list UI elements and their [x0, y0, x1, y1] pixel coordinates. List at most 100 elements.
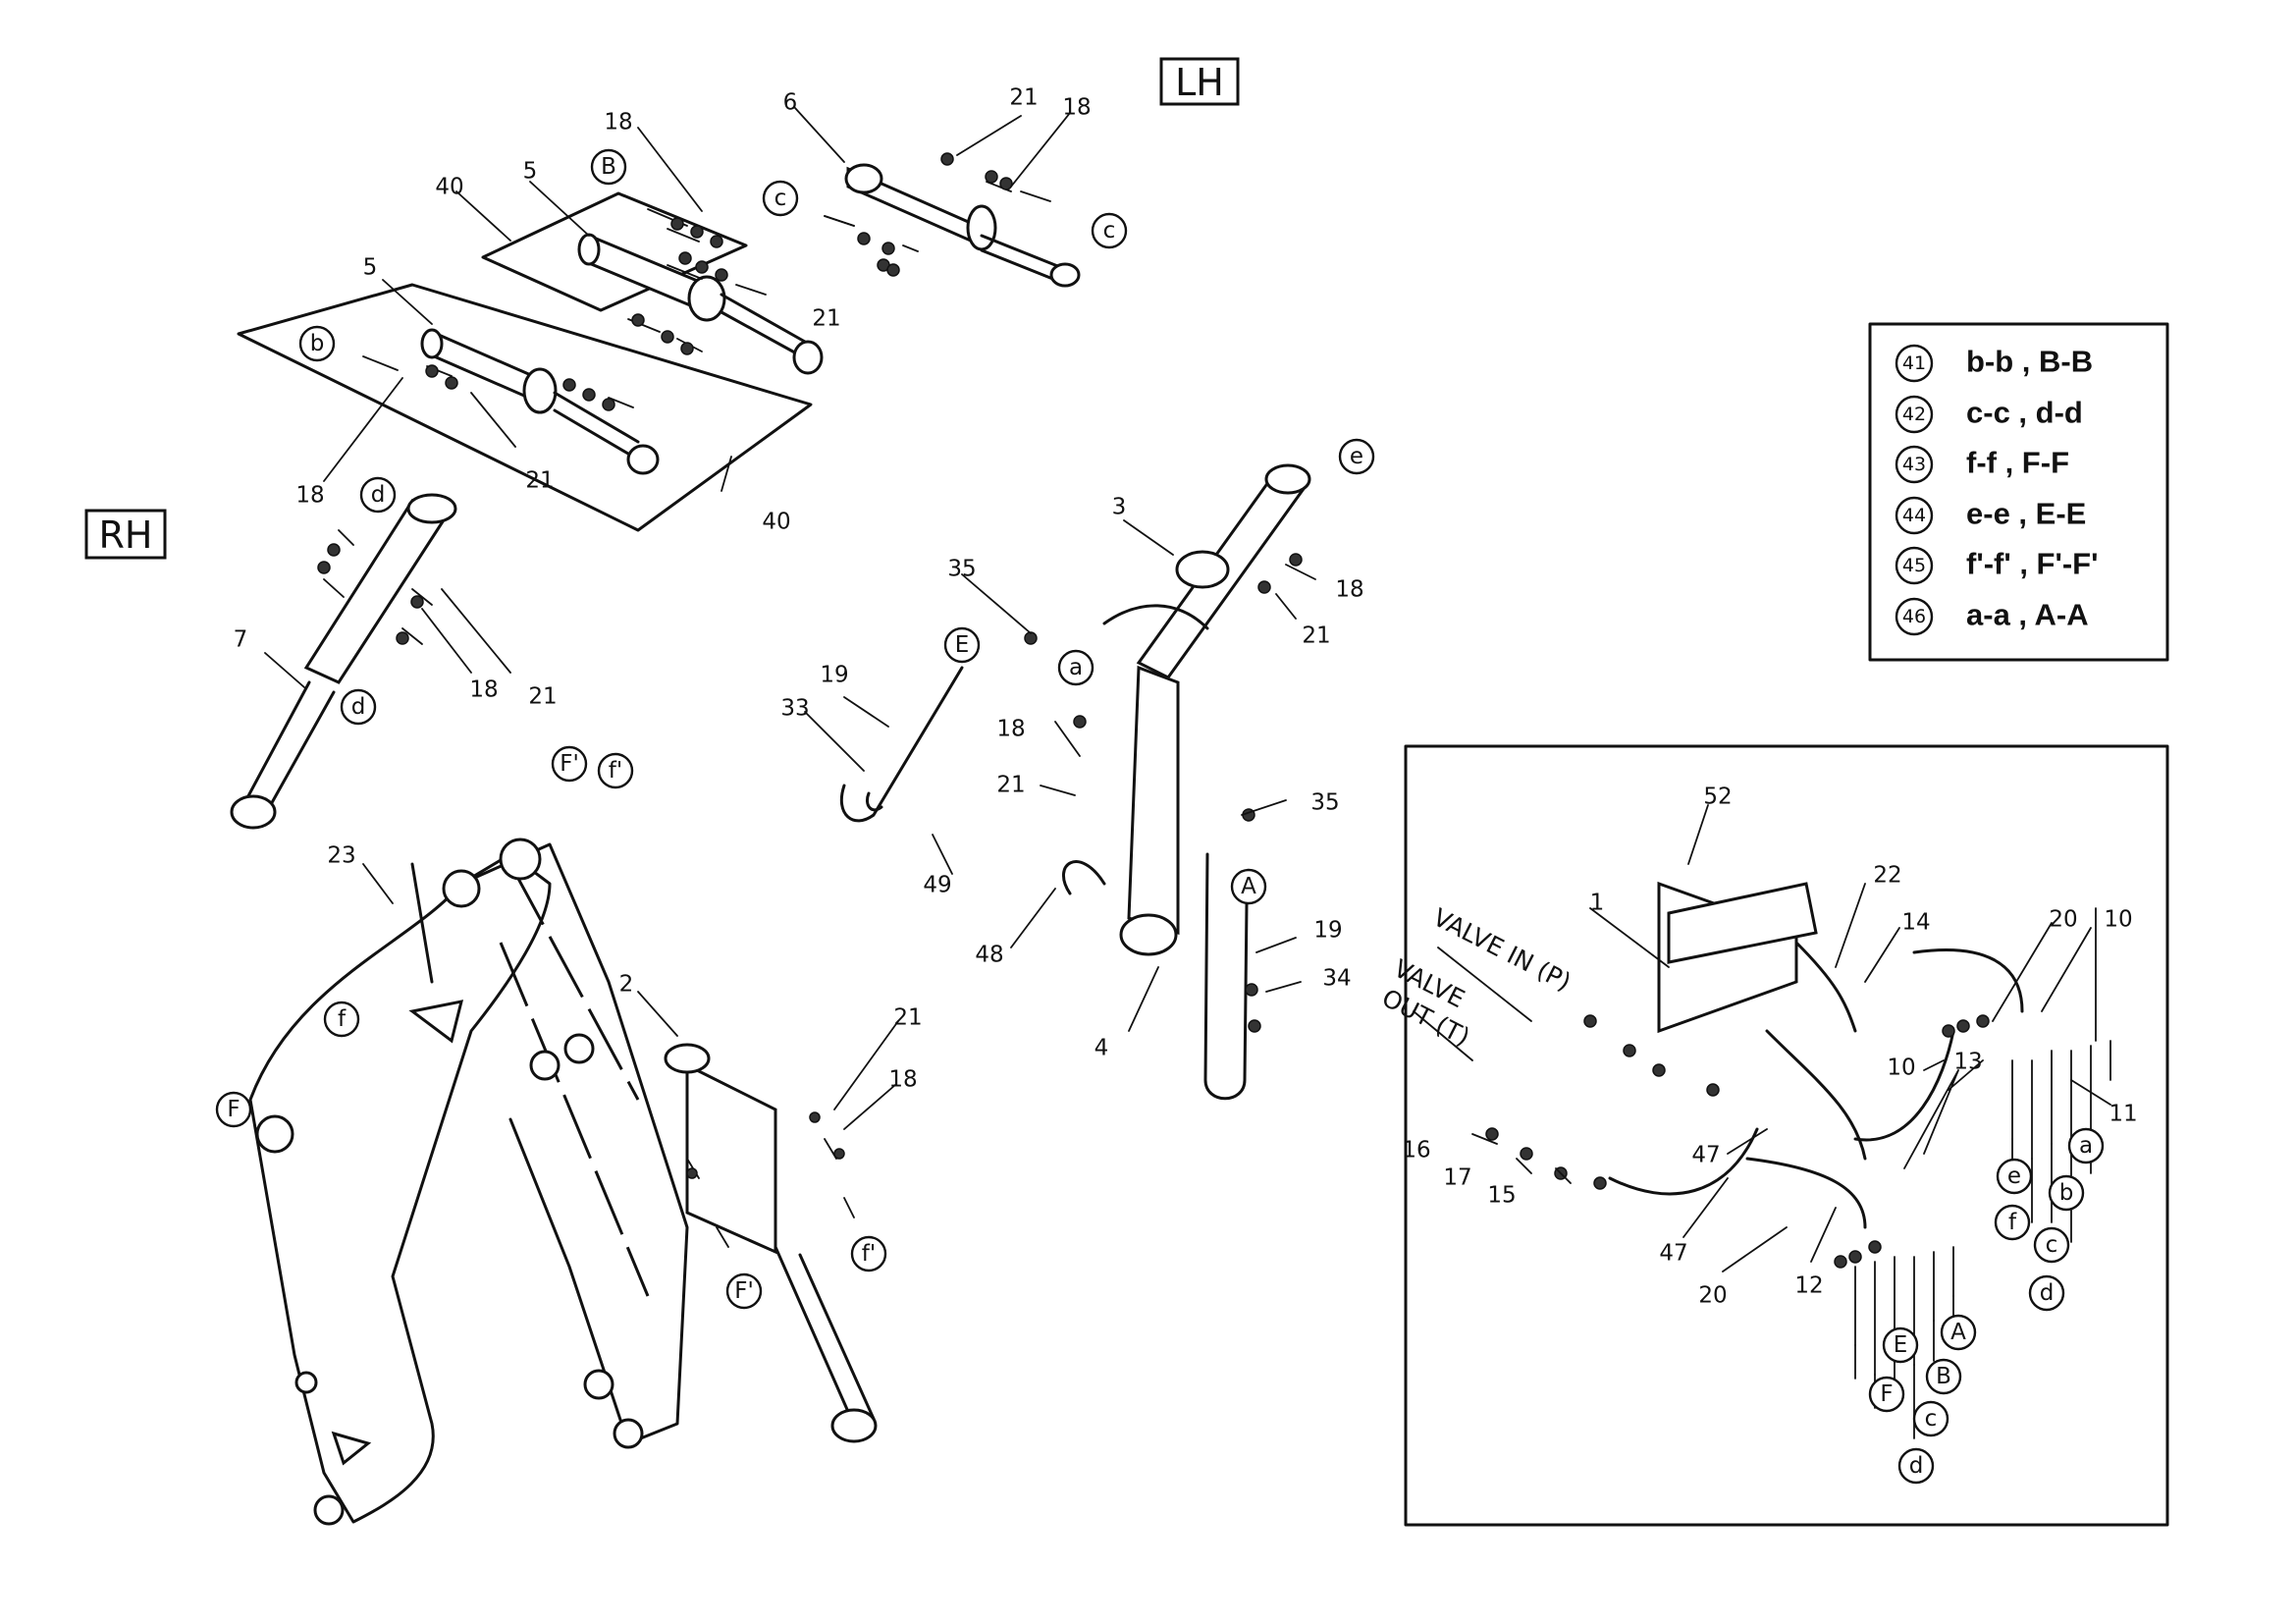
callout: 15: [1487, 1183, 1516, 1209]
callout: 4: [1095, 1036, 1109, 1061]
port-marker: c: [1091, 212, 1128, 249]
svg-text:41: 41: [1902, 352, 1926, 374]
port-marker: F: [1868, 1376, 1905, 1413]
svg-text:d: d: [2040, 1280, 2055, 1306]
callout: 10: [2104, 907, 2132, 933]
legend-box: 41 b-b , B-B 42 c-c , d-d 43 f-f , F-F 44 e-…: [1868, 322, 2169, 662]
callout: 18: [604, 110, 632, 135]
callout: 14: [1901, 910, 1930, 936]
svg-text:c: c: [774, 186, 787, 211]
slew-cylinder-assembly: [237, 152, 1081, 532]
callout: 18: [1062, 95, 1091, 121]
svg-text:E: E: [955, 632, 970, 658]
port-marker: b: [2048, 1174, 2085, 1212]
callout: 6: [783, 90, 798, 116]
port-marker: F: [215, 1091, 252, 1128]
svg-text:a: a: [2079, 1133, 2093, 1159]
svg-text:a: a: [1069, 655, 1083, 680]
legend-row: 46 a-a , A-A: [1895, 598, 2089, 636]
callout: 49: [923, 873, 951, 898]
callout: 2: [619, 972, 634, 998]
port-marker: d: [340, 688, 377, 726]
svg-text:A: A: [1950, 1320, 1966, 1345]
svg-text:c: c: [1925, 1406, 1938, 1432]
callout: 21: [528, 684, 557, 710]
callout: 40: [435, 175, 463, 200]
port-marker: d: [2028, 1274, 2065, 1312]
port-marker: F': [725, 1272, 763, 1310]
callout: 23: [327, 843, 355, 869]
svg-text:46: 46: [1902, 606, 1926, 627]
svg-text:B: B: [601, 154, 616, 180]
svg-text:d: d: [351, 694, 366, 720]
callout: 22: [1873, 863, 1901, 889]
lh-label: LH: [1175, 61, 1224, 104]
callout: 5: [523, 159, 538, 185]
port-marker: d: [359, 476, 397, 514]
svg-text:43: 43: [1902, 454, 1926, 475]
svg-text:c: c: [1103, 218, 1116, 244]
lh-tag: LH: [1159, 57, 1240, 106]
port-marker: c: [2033, 1226, 2070, 1264]
callout: 13: [1953, 1050, 1982, 1075]
svg-text:f: f: [338, 1006, 347, 1032]
svg-text:F': F': [734, 1278, 754, 1304]
callout: 3: [1112, 495, 1127, 520]
legend-row: 45 f'-f' , F'-F': [1895, 547, 2099, 585]
legend-row: 41 b-b , B-B: [1895, 345, 2093, 383]
cylinder-5-upper: [577, 233, 824, 375]
callout: 1: [1590, 891, 1605, 916]
rh-label: RH: [99, 514, 153, 557]
callout: 18: [469, 677, 498, 703]
svg-text:44: 44: [1902, 505, 1926, 526]
svg-text:f-f , F-F: f-f , F-F: [1966, 446, 2069, 480]
cylinder-6: [844, 163, 1081, 288]
svg-text:42: 42: [1902, 404, 1926, 425]
callout: 21: [996, 773, 1025, 798]
callout: 17: [1443, 1165, 1471, 1191]
callout: 34: [1322, 966, 1351, 992]
svg-text:a-a , A-A: a-a , A-A: [1966, 598, 2089, 632]
port-marker: a: [1057, 649, 1095, 686]
callout: 18: [888, 1067, 917, 1093]
port-marker: f: [1994, 1204, 2031, 1241]
callout: 7: [234, 627, 248, 653]
cylinder-3-4: [839, 463, 1311, 1101]
port-marker: F': [551, 745, 588, 783]
svg-text:d: d: [371, 482, 386, 508]
callout: 19: [820, 663, 848, 688]
port-marker: B: [1925, 1358, 1962, 1395]
port-marker: b: [298, 325, 336, 362]
port-marker: a: [2067, 1127, 2105, 1164]
port-marker: d: [1897, 1447, 1935, 1485]
legend-row: 44 e-e , E-E: [1895, 497, 2086, 535]
port-marker: c: [762, 180, 799, 217]
cylinder-7: [230, 493, 457, 830]
part-callouts: 6 21 18 18 40 5 21 5 21 40 18 7 18 21 3 …: [234, 85, 2138, 1309]
callout: 10: [1887, 1056, 1915, 1081]
callout: 48: [975, 943, 1003, 968]
port-marker: f': [850, 1235, 887, 1272]
svg-text:A: A: [1241, 874, 1256, 899]
svg-text:f: f: [2008, 1210, 2017, 1235]
port-marker: E: [1882, 1326, 1919, 1364]
legend-row: 42 c-c , d-d: [1895, 396, 2083, 434]
callout: 20: [1698, 1283, 1727, 1309]
callout: 35: [947, 557, 976, 582]
port-marker: A: [1230, 868, 1267, 905]
port-marker: f': [597, 752, 634, 789]
svg-text:e-e , E-E: e-e , E-E: [1966, 497, 2086, 531]
cylinder-2: [664, 1043, 878, 1443]
port-marker: f: [323, 1001, 360, 1038]
svg-text:45: 45: [1902, 555, 1926, 576]
svg-text:b-b , B-B: b-b , B-B: [1966, 345, 2093, 379]
callout: 52: [1703, 785, 1732, 810]
callout: 21: [812, 306, 840, 332]
callout: 18: [996, 717, 1025, 742]
boom: [248, 838, 689, 1526]
svg-text:f': f': [609, 758, 622, 784]
svg-text:F': F': [560, 751, 579, 777]
callout: 18: [1335, 577, 1363, 603]
svg-text:e: e: [2007, 1164, 2021, 1189]
